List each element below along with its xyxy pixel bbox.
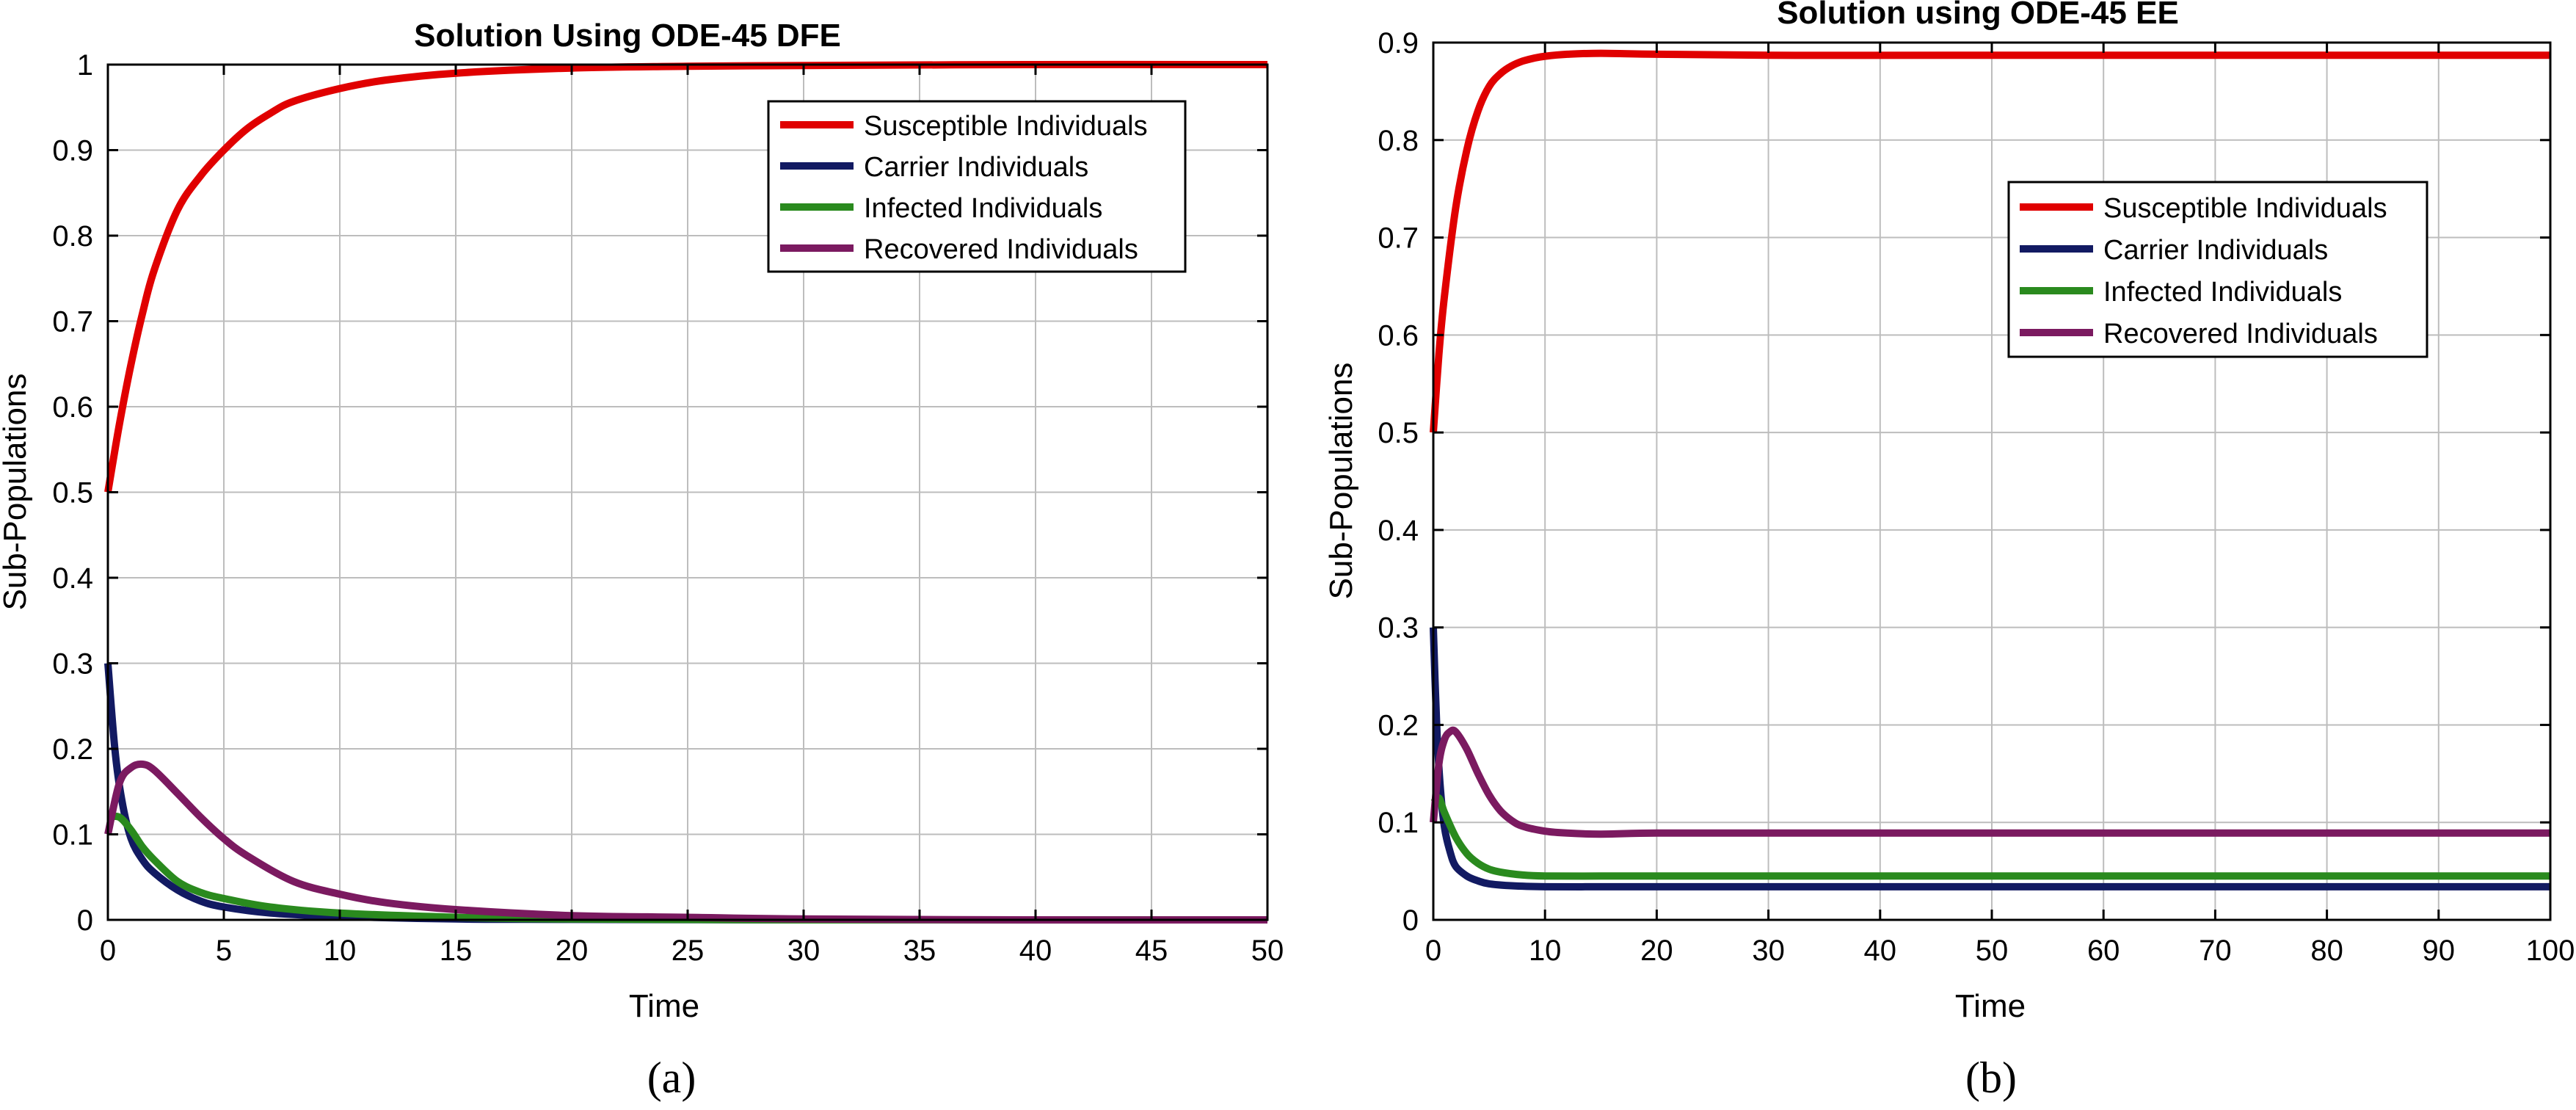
legend-item-recovered: Recovered Individuals [780,234,1138,265]
chart-b-title: Solution using ODE-45 EE [1777,0,2179,31]
legend-item-infected: Infected Individuals [780,193,1102,224]
caption-b: (b) [1965,1053,2017,1102]
chart-b-y-tick-label: 0.9 [1378,27,1419,59]
chart-b-x-tick-label: 40 [1864,935,1897,967]
chart-a-y-tick-label: 0.8 [52,220,93,253]
chart-b-y-tick-label: 0.5 [1378,417,1419,449]
chart-a-y-tick-label: 0.5 [52,477,93,509]
chart-a-y-tick-label: 0.2 [52,733,93,766]
chart-b-x-tick-label: 100 [2526,935,2575,967]
chart-a-x-tick-label: 25 [672,935,705,967]
legend-label-carrier: Carrier Individuals [2103,235,2328,266]
chart-b-legend-box [2007,181,2428,358]
chart-a-x-tick-label: 15 [440,935,473,967]
chart-b-y-label: Sub-Populations [1323,363,1359,600]
legend-label-recovered: Recovered Individuals [2103,319,2378,349]
chart-a-y-tick-label: 0.4 [52,562,93,595]
caption-a: (a) [647,1053,696,1102]
chart-b-x-tick-label: 90 [2423,935,2456,967]
chart-a-y-tick-label: 0.1 [52,819,93,852]
chart-b-x-tick-label: 80 [2310,935,2343,967]
chart-b-y-tick-label: 0.8 [1378,125,1419,157]
chart-a-x-tick-label: 10 [324,935,357,967]
chart-a-title: Solution Using ODE-45 DFE [414,18,841,54]
chart-b-x-tick-label: 20 [1640,935,1673,967]
legend-label-susceptible: Susceptible Individuals [864,111,1148,142]
chart-a-legend-box [767,100,1187,273]
legend-label-susceptible: Susceptible Individuals [2103,193,2387,224]
legend-label-infected: Infected Individuals [2103,277,2342,308]
chart-b-line-susceptible [1430,49,2550,433]
chart-b-x-tick-label: 60 [2087,935,2120,967]
chart-b-x-tick-label: 0 [1425,935,1441,967]
chart-b-line-infected [1430,794,2550,880]
chart-b-y-tick-label: 0.1 [1378,807,1419,839]
chart-a-x-tick-label: 45 [1135,935,1168,967]
legend-item-recovered: Recovered Individuals [2020,319,2378,349]
chart-b-y-tick-label: 0.2 [1378,709,1419,741]
chart-a-y-tick-label: 0.7 [52,306,93,338]
chart-b-line-recovered [1430,726,2550,838]
chart-a: Solution Using ODE-45 DFE 0 5 10 15 20 25 30 35… [0,18,1284,1102]
chart-a-y-label: Sub-Populations [0,374,33,611]
chart-a-x-label: Time [629,988,699,1024]
chart-b-y-tick-label: 0.7 [1378,222,1419,255]
chart-a-y-tick-label: 0.3 [52,648,93,681]
legend-item-infected: Infected Individuals [2020,277,2342,308]
chart-b-series [1430,49,2550,890]
chart-a-x-tick-label: 30 [787,935,821,967]
chart-b-x-tick-label: 30 [1752,935,1785,967]
chart-b-legend: Susceptible Individuals Carrier Individu… [2007,181,2428,358]
chart-b-x-label: Time [1955,988,2026,1024]
chart-b-x-tick-label: 10 [1529,935,1562,967]
chart-a-y-tick-label: 0.6 [52,391,93,424]
chart-a-legend: Susceptible Individuals Carrier Individu… [767,100,1187,273]
legend-label-infected: Infected Individuals [864,193,1102,224]
legend-label-recovered: Recovered Individuals [864,234,1138,265]
chart-a-x-tick-label: 50 [1251,935,1284,967]
chart-b-y-tick-label: 0 [1402,904,1419,937]
chart-b-x-tick-label: 50 [1976,935,2009,967]
chart-b-y-tick-label: 0.4 [1378,515,1419,547]
chart-a-x-tick-label: 35 [903,935,936,967]
chart-b-y-ticks: 0 0.1 0.2 0.3 0.4 0.5 0.6 0.7 0.8 0.9 [1378,27,2550,937]
chart-a-x-tick-label: 40 [1019,935,1052,967]
chart-b-x-ticks: 0 10 20 30 40 50 60 70 80 90 100 [1425,43,2575,967]
chart-b: Solution using ODE-45 EE 0 10 20 30 40 50 60 70… [1323,0,2575,1102]
legend-item-carrier: Carrier Individuals [780,152,1088,183]
chart-a-y-tick-label: 1 [77,49,93,81]
chart-a-y-tick-label: 0 [77,904,93,937]
chart-a-x-ticks: 0 5 10 15 20 25 30 35 40 45 50 [100,65,1284,967]
chart-a-x-tick-label: 0 [100,935,116,967]
legend-item-carrier: Carrier Individuals [2020,235,2328,266]
chart-b-y-tick-label: 0.3 [1378,612,1419,645]
legend-label-carrier: Carrier Individuals [864,152,1088,183]
legend-item-susceptible: Susceptible Individuals [2020,193,2387,224]
chart-b-x-tick-label: 70 [2199,935,2232,967]
chart-a-x-tick-label: 5 [216,935,232,967]
legend-item-susceptible: Susceptible Individuals [780,111,1148,142]
chart-a-y-tick-label: 0.9 [52,135,93,167]
chart-a-y-ticks: 0 0.1 0.2 0.3 0.4 0.5 0.6 0.7 0.8 0.9 1 [52,49,1267,937]
chart-a-x-tick-label: 20 [556,935,589,967]
chart-b-y-tick-label: 0.6 [1378,319,1419,352]
